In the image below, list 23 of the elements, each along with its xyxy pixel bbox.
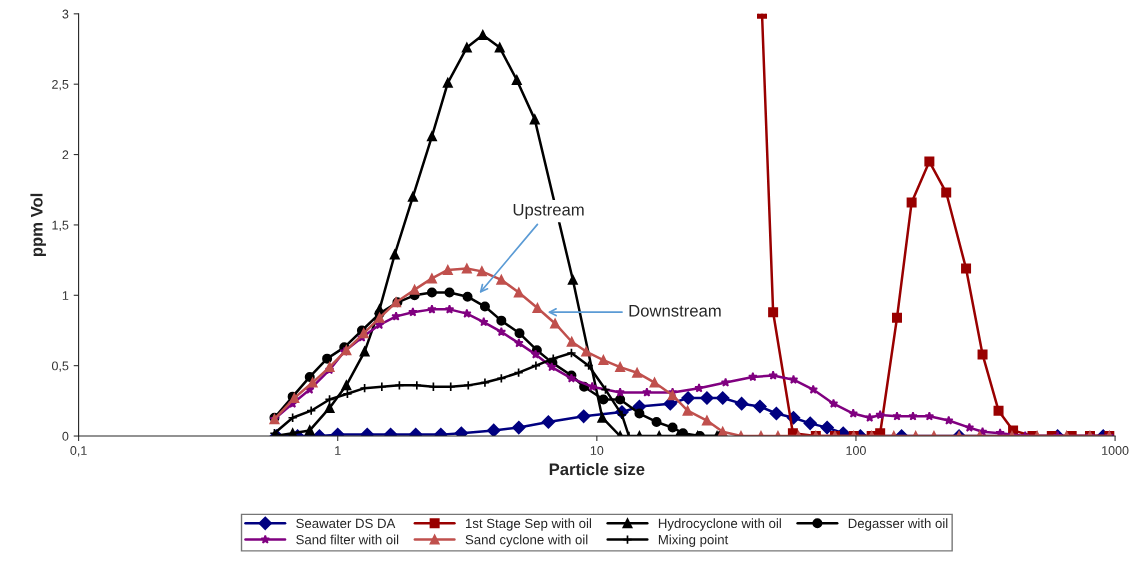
y-tick-label: 1 [62,291,69,300]
y-tick-label: 2 [62,150,69,160]
x-tick-label: 1 [335,446,341,455]
x-tick-label: 100 [846,446,866,455]
legend-label: Mixing point [658,534,729,547]
y-tick-label: 3 [62,9,69,19]
x-tick-label: 1000 [1102,446,1129,455]
y-axis-title: ppm Vol [30,193,46,257]
x-axis-title: Particle size [549,462,645,476]
legend-label: Degasser with oil [848,518,948,531]
x-tick-label: 0,1 [70,446,87,457]
legend-label: 1st Stage Sep with oil [465,518,591,531]
legend-label: Sand filter with oil [296,534,399,545]
legend-label: Sand cyclone with oil [465,534,588,547]
y-tick-label: 0 [62,431,69,441]
y-tick-label: 1,5 [52,220,69,232]
legend-label: Hydrocyclone with oil [658,518,781,531]
annotation: Upstream [513,203,584,219]
x-tick-label: 10 [590,446,604,455]
legend-label: Seawater DS DA [296,518,396,529]
y-tick-label: 0,5 [51,361,69,372]
annotation: Downstream [629,305,721,317]
y-tick-label: 2,5 [52,79,69,91]
